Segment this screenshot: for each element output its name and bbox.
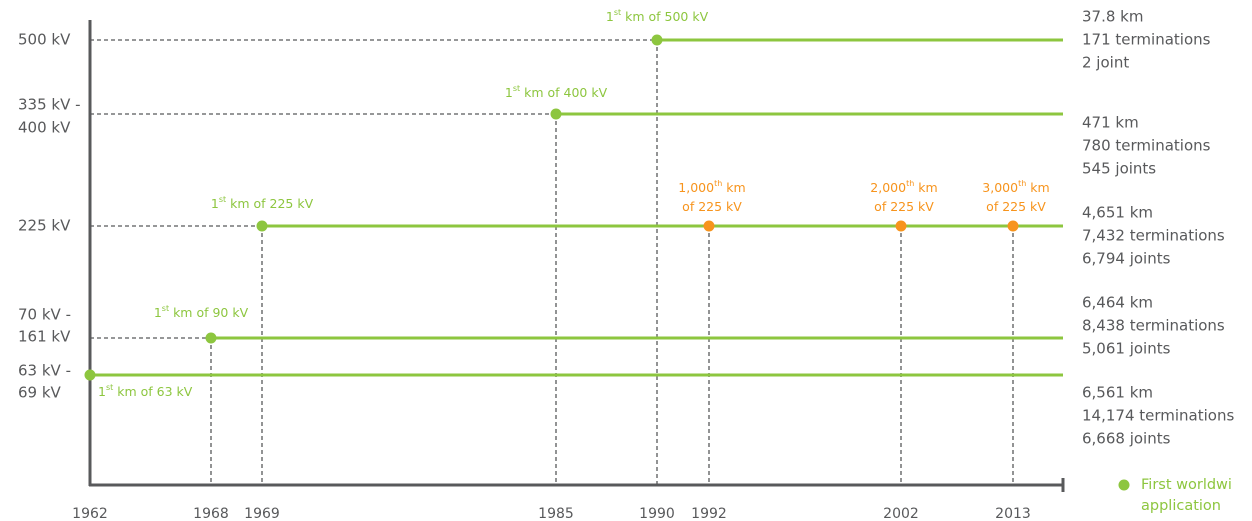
label-text: of 225 kV: [874, 199, 934, 214]
year-label: 1969: [244, 506, 280, 521]
legend-dot: [1118, 479, 1130, 491]
milestone-label: 3,000th km: [982, 179, 1049, 195]
label-text: km of 63 kV: [113, 384, 193, 399]
label-superscript: th: [714, 179, 722, 188]
stat-text: 6,561 km: [1082, 384, 1153, 402]
stat-text: 4,651 km: [1082, 204, 1153, 222]
level-label: 161 kV: [18, 328, 71, 346]
milestone-dot: [895, 220, 907, 232]
level-label: 63 kV -: [18, 362, 71, 380]
milestone-label: 1st km of 400 kV: [505, 84, 608, 100]
label-superscript: st: [162, 304, 169, 313]
label-superscript: st: [513, 84, 520, 93]
level-label: 69 kV: [18, 384, 62, 402]
milestone-label: 1st km of 225 kV: [211, 195, 314, 211]
label-superscript: st: [106, 383, 113, 392]
milestone-label: of 225 kV: [986, 199, 1046, 214]
year-label: 1985: [538, 506, 574, 521]
stat-text: 780 terminations: [1082, 137, 1211, 155]
label-text: 3,000: [982, 180, 1018, 195]
milestone-label: of 225 kV: [874, 199, 934, 214]
legend-label: application: [1141, 498, 1221, 514]
label-text: km of 225 kV: [226, 196, 313, 211]
year-label: 1968: [193, 506, 229, 521]
label-text: 1: [606, 9, 614, 24]
stat-text: 8,438 terminations: [1082, 317, 1225, 335]
milestone-dot: [205, 332, 217, 344]
stat-text: 2 joint: [1082, 54, 1129, 72]
label-text: of 225 kV: [986, 199, 1046, 214]
label-text: km of 500 kV: [621, 9, 708, 24]
label-superscript: th: [1018, 179, 1026, 188]
milestone-label: 2,000th km: [870, 179, 937, 195]
level-label: 400 kV: [18, 119, 71, 137]
year-label: 2013: [995, 506, 1031, 521]
stat-text: 6,464 km: [1082, 294, 1153, 312]
label-text: 1,000: [678, 180, 714, 195]
stat-text: 14,174 terminations: [1082, 407, 1234, 425]
label-text: km: [1026, 180, 1049, 195]
stat-text: 5,061 joints: [1082, 340, 1171, 358]
year-label: 1962: [72, 506, 108, 521]
milestone-label: 1st km of 90 kV: [154, 304, 249, 320]
year-label: 1992: [691, 506, 727, 521]
label-text: km of 400 kV: [520, 85, 607, 100]
milestone-label: 1st km of 500 kV: [606, 8, 709, 24]
label-text: 1: [154, 305, 162, 320]
label-text: of 225 kV: [682, 199, 742, 214]
label-superscript: th: [906, 179, 914, 188]
legend-label: First worldwi: [1141, 477, 1232, 493]
label-text: 1: [505, 85, 513, 100]
level-label: 70 kV -: [18, 306, 71, 324]
stat-text: 6,668 joints: [1082, 430, 1171, 448]
level-label: 225 kV: [18, 217, 71, 235]
level-label: 500 kV: [18, 31, 71, 49]
milestone-dot: [550, 108, 562, 120]
label-text: 1: [211, 196, 219, 211]
milestone-dot: [84, 369, 96, 381]
milestone-label: 1st km of 63 kV: [98, 383, 193, 399]
milestone-dot: [651, 34, 663, 46]
label-text: km of 90 kV: [169, 305, 249, 320]
stat-text: 6,794 joints: [1082, 250, 1171, 268]
stat-text: 7,432 terminations: [1082, 227, 1225, 245]
year-label: 2002: [883, 506, 919, 521]
label-superscript: st: [614, 8, 621, 17]
stat-text: 37.8 km: [1082, 8, 1143, 26]
milestone-dot: [256, 220, 268, 232]
milestone-dot: [1007, 220, 1019, 232]
year-label: 1990: [639, 506, 675, 521]
label-text: 1: [98, 384, 106, 399]
label-text: 2,000: [870, 180, 906, 195]
label-text: km: [722, 180, 745, 195]
stat-text: 171 terminations: [1082, 31, 1211, 49]
milestone-dot: [703, 220, 715, 232]
stat-text: 545 joints: [1082, 160, 1156, 178]
milestone-label: of 225 kV: [682, 199, 742, 214]
stat-text: 471 km: [1082, 114, 1139, 132]
level-label: 335 kV -: [18, 96, 81, 114]
label-text: km: [914, 180, 937, 195]
label-superscript: st: [219, 195, 226, 204]
milestone-label: 1,000th km: [678, 179, 745, 195]
